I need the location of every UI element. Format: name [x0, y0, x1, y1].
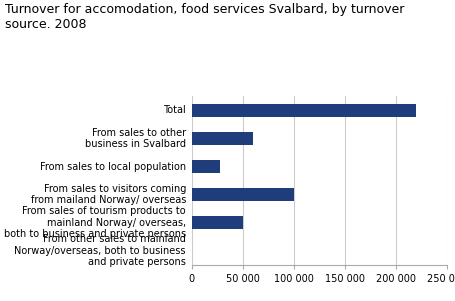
Bar — [191, 160, 220, 173]
Bar — [191, 216, 242, 229]
Bar — [191, 104, 415, 117]
Text: Turnover for accomodation, food services Svalbard, by turnover
source. 2008: Turnover for accomodation, food services… — [5, 3, 403, 31]
Bar — [191, 188, 293, 201]
Bar — [191, 132, 252, 145]
